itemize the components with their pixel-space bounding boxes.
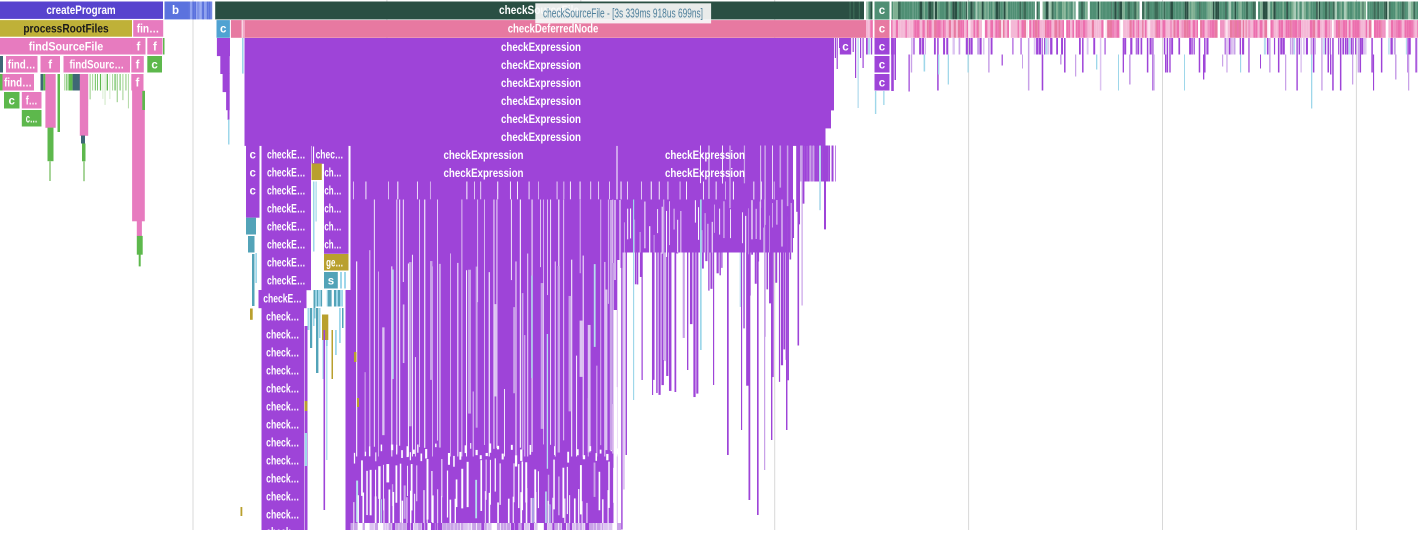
svg-text:checkExpression: checkExpression xyxy=(501,96,581,108)
svg-text:find…: find… xyxy=(8,59,36,71)
svg-text:check…: check… xyxy=(266,347,299,359)
svg-text:c: c xyxy=(151,59,158,71)
svg-text:checkSourceFile - [3s 339ms 91: checkSourceFile - [3s 339ms 918us 699ns] xyxy=(543,7,703,21)
svg-text:ch…: ch… xyxy=(324,221,341,233)
svg-text:checkE…: checkE… xyxy=(267,185,306,197)
svg-text:checkExpression: checkExpression xyxy=(501,60,581,72)
svg-text:ch…: ch… xyxy=(324,203,341,215)
svg-text:checkE…: checkE… xyxy=(267,275,306,287)
svg-text:checkExpression: checkExpression xyxy=(444,168,524,180)
svg-text:checkE…: checkE… xyxy=(267,257,306,269)
svg-text:check…: check… xyxy=(266,473,299,485)
svg-text:check…: check… xyxy=(266,311,299,323)
svg-text:checkExpression: checkExpression xyxy=(665,168,745,180)
svg-text:find…: find… xyxy=(4,77,32,89)
svg-text:createProgram: createProgram xyxy=(46,5,115,17)
svg-text:checkExpression: checkExpression xyxy=(501,114,581,126)
svg-text:c: c xyxy=(879,5,886,17)
svg-text:f: f xyxy=(153,41,157,53)
svg-text:c…: c… xyxy=(26,113,38,125)
svg-text:fin…: fin… xyxy=(137,23,160,35)
svg-text:checkDeferredNode: checkDeferredNode xyxy=(508,23,599,35)
svg-text:checkE…: checkE… xyxy=(267,239,306,251)
svg-text:ch…: ch… xyxy=(324,185,341,197)
svg-text:checkExpression: checkExpression xyxy=(501,78,581,90)
svg-text:checkE…: checkE… xyxy=(267,203,306,215)
svg-text:f: f xyxy=(135,77,139,89)
svg-text:checkExpression: checkExpression xyxy=(501,42,581,54)
svg-text:f: f xyxy=(136,41,140,53)
svg-text:c: c xyxy=(879,41,886,53)
svg-text:check…: check… xyxy=(266,491,299,503)
svg-text:processRootFiles: processRootFiles xyxy=(23,23,108,35)
svg-text:c: c xyxy=(879,23,886,35)
svg-text:check…: check… xyxy=(266,437,299,449)
svg-text:b: b xyxy=(172,5,179,17)
svg-text:findSourc…: findSourc… xyxy=(69,59,124,71)
svg-text:s: s xyxy=(328,275,334,287)
svg-text:c: c xyxy=(842,41,849,53)
svg-text:checkE…: checkE… xyxy=(267,149,306,161)
svg-text:checkExpression: checkExpression xyxy=(501,132,581,144)
svg-text:c: c xyxy=(220,23,227,35)
svg-text:checkE…: checkE… xyxy=(263,293,302,305)
svg-text:checkE…: checkE… xyxy=(267,167,306,179)
svg-text:checkE…: checkE… xyxy=(267,221,306,233)
svg-text:c: c xyxy=(249,149,256,161)
svg-text:c: c xyxy=(249,167,256,179)
svg-text:chec…: chec… xyxy=(316,149,344,161)
svg-text:check…: check… xyxy=(266,455,299,467)
svg-text:ch…: ch… xyxy=(324,167,341,179)
svg-text:findSourceFile: findSourceFile xyxy=(29,41,104,53)
svg-text:f: f xyxy=(136,59,140,71)
svg-text:check…: check… xyxy=(266,509,299,521)
svg-text:c: c xyxy=(8,95,15,107)
svg-text:c: c xyxy=(249,185,256,197)
svg-text:check…: check… xyxy=(266,419,299,431)
svg-text:check…: check… xyxy=(266,401,299,413)
svg-text:ge…: ge… xyxy=(326,257,343,269)
svg-text:f: f xyxy=(48,59,52,71)
svg-text:check…: check… xyxy=(266,365,299,377)
svg-text:checkExpression: checkExpression xyxy=(444,150,524,162)
svg-text:c: c xyxy=(879,77,886,89)
svg-text:c: c xyxy=(879,59,886,71)
svg-text:checkExpression: checkExpression xyxy=(665,150,745,162)
svg-text:check…: check… xyxy=(266,329,299,341)
svg-text:ch…: ch… xyxy=(324,239,341,251)
svg-text:check…: check… xyxy=(266,383,299,395)
svg-text:f…: f… xyxy=(26,95,38,107)
